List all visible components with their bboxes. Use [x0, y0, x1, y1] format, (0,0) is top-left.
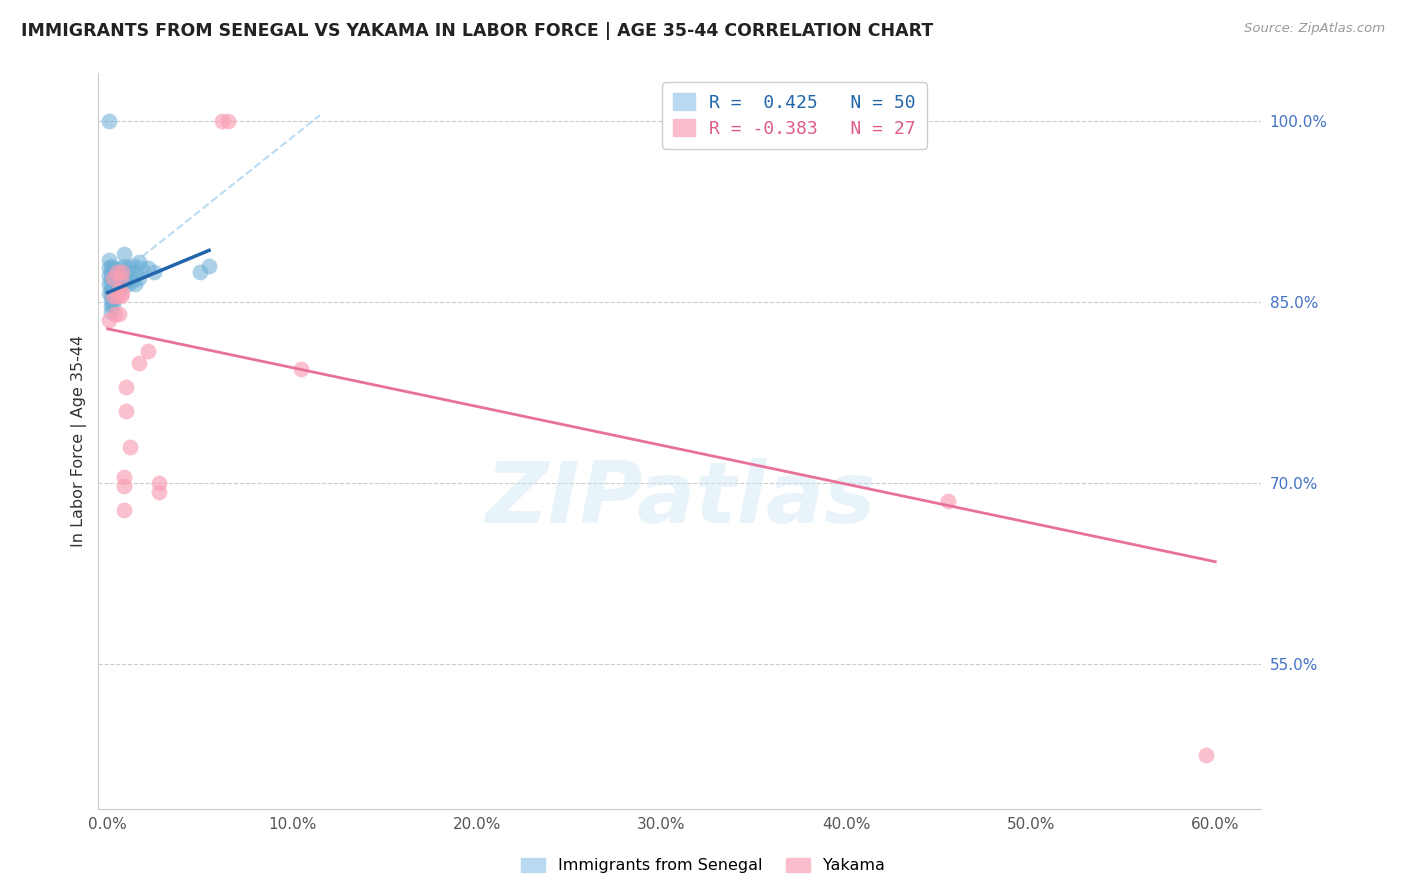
- Point: [115, 380, 138, 394]
- Point: [112, 273, 135, 287]
- Legend: R =  0.425   N = 50, R = -0.383   N = 27: R = 0.425 N = 50, R = -0.383 N = 27: [662, 82, 927, 148]
- Text: IMMIGRANTS FROM SENEGAL VS YAKAMA IN LABOR FORCE | AGE 35-44 CORRELATION CHART: IMMIGRANTS FROM SENEGAL VS YAKAMA IN LAB…: [21, 22, 934, 40]
- Point: [136, 343, 159, 358]
- Point: [98, 277, 121, 292]
- Point: [100, 299, 122, 313]
- Point: [100, 277, 122, 292]
- Point: [136, 261, 159, 276]
- Point: [105, 265, 128, 279]
- Point: [101, 285, 124, 300]
- Point: [111, 285, 134, 300]
- Point: [110, 289, 132, 303]
- Point: [112, 470, 135, 484]
- Point: [100, 305, 122, 319]
- Point: [112, 259, 135, 273]
- Point: [101, 298, 124, 312]
- Point: [104, 268, 127, 283]
- Point: [128, 355, 150, 369]
- Point: [107, 283, 129, 297]
- Point: [101, 268, 124, 282]
- Point: [104, 281, 127, 295]
- Legend: Immigrants from Senegal, Yakama: Immigrants from Senegal, Yakama: [515, 851, 891, 880]
- Point: [101, 292, 124, 306]
- Point: [100, 265, 122, 279]
- Point: [101, 289, 124, 303]
- Point: [117, 261, 139, 276]
- Point: [100, 293, 122, 308]
- Point: [101, 279, 124, 293]
- Point: [217, 114, 239, 128]
- Point: [104, 307, 127, 321]
- Point: [110, 261, 132, 276]
- Point: [128, 271, 150, 285]
- Point: [101, 273, 124, 287]
- Point: [107, 307, 129, 321]
- Point: [188, 265, 211, 279]
- Point: [142, 265, 165, 279]
- Point: [101, 271, 124, 285]
- Point: [211, 114, 233, 128]
- Point: [121, 259, 143, 273]
- Point: [98, 261, 121, 276]
- Point: [115, 273, 138, 287]
- Text: Source: ZipAtlas.com: Source: ZipAtlas.com: [1244, 22, 1385, 36]
- Point: [107, 283, 129, 297]
- Point: [115, 404, 138, 418]
- Point: [124, 265, 146, 279]
- Point: [107, 277, 129, 292]
- Point: [111, 265, 134, 279]
- Point: [105, 283, 128, 297]
- Point: [98, 313, 121, 327]
- Text: ZIPatlas: ZIPatlas: [485, 458, 875, 541]
- Point: [111, 268, 134, 282]
- Y-axis label: In Labor Force | Age 35-44: In Labor Force | Age 35-44: [72, 335, 87, 547]
- Point: [117, 277, 139, 292]
- Point: [121, 273, 143, 287]
- Point: [107, 271, 129, 285]
- Point: [98, 285, 121, 300]
- Point: [124, 277, 146, 292]
- Point: [105, 265, 128, 279]
- Point: [100, 259, 122, 273]
- Point: [112, 503, 135, 517]
- Point: [148, 484, 170, 499]
- Point: [198, 259, 221, 273]
- Point: [1195, 747, 1218, 762]
- Point: [112, 247, 135, 261]
- Point: [936, 494, 959, 508]
- Point: [100, 283, 122, 297]
- Point: [98, 114, 121, 128]
- Point: [148, 476, 170, 491]
- Point: [128, 255, 150, 269]
- Point: [115, 268, 138, 283]
- Point: [100, 271, 122, 285]
- Point: [101, 261, 124, 276]
- Point: [104, 275, 127, 289]
- Point: [98, 268, 121, 283]
- Point: [129, 261, 152, 276]
- Point: [100, 288, 122, 302]
- Point: [118, 440, 141, 454]
- Point: [112, 478, 135, 492]
- Point: [290, 361, 312, 376]
- Point: [105, 289, 128, 303]
- Point: [98, 253, 121, 268]
- Point: [110, 271, 132, 285]
